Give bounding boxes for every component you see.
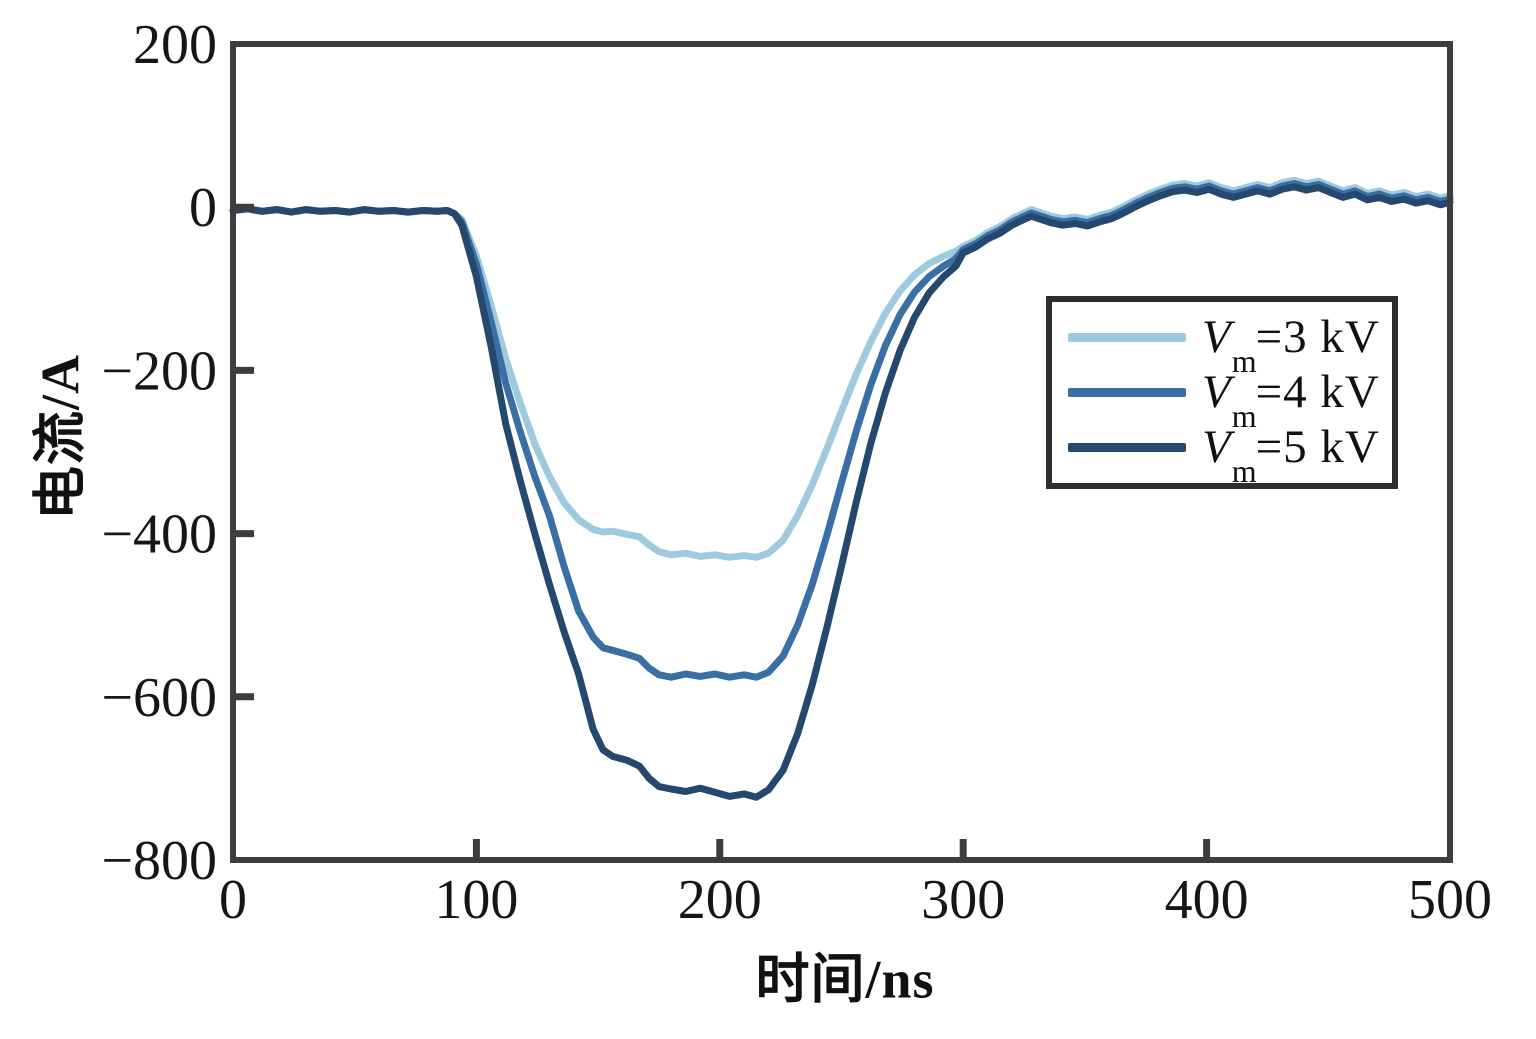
x-tick-label: 400: [1165, 869, 1249, 931]
series-line-vm5: [229, 183, 1454, 801]
legend-var-symbol: V: [1202, 366, 1231, 418]
y-tick-label: 200: [133, 14, 217, 76]
legend-item-vm4: Vm=4 kV: [1068, 366, 1380, 433]
x-tick-label: 0: [219, 869, 247, 931]
legend-item-vm5: Vm=5 kV: [1068, 421, 1380, 488]
legend: Vm=3 kV Vm=4 kV Vm=5 kV: [1046, 296, 1398, 489]
legend-line-swatch-vm3: [1068, 333, 1186, 342]
legend-label-vm5: Vm=5 kV: [1202, 421, 1380, 488]
legend-value-text: =3 kV: [1255, 311, 1380, 363]
legend-var-sub: m: [1231, 343, 1257, 380]
y-axis-title: 电流/A: [30, 354, 91, 520]
x-tick-label: 500: [1408, 869, 1492, 931]
legend-value-text: =5 kV: [1255, 421, 1380, 473]
y-tick-label: 0: [189, 177, 217, 239]
legend-label-vm3: Vm=3 kV: [1202, 311, 1380, 378]
legend-item-vm3: Vm=3 kV: [1068, 311, 1380, 378]
plot-border: [230, 41, 1453, 863]
legend-line-swatch-vm5: [1068, 443, 1186, 452]
y-tick-label: −200: [101, 340, 217, 402]
y-tick-label: −800: [101, 830, 217, 892]
y-tick-label: −400: [101, 504, 217, 566]
x-axis-title: 时间/ns: [755, 949, 935, 1010]
legend-label-vm4: Vm=4 kV: [1202, 366, 1380, 433]
x-tick-label: 100: [434, 869, 518, 931]
legend-line-swatch-vm4: [1068, 388, 1186, 397]
legend-var-sub: m: [1231, 453, 1257, 490]
legend-var-symbol: V: [1202, 311, 1231, 363]
legend-var-symbol: V: [1202, 421, 1231, 473]
legend-value-text: =4 kV: [1255, 366, 1380, 418]
legend-var-sub: m: [1231, 398, 1257, 435]
y-tick-label: −600: [101, 667, 217, 729]
x-tick-label: 200: [678, 869, 762, 931]
x-tick-label: 300: [921, 869, 1005, 931]
